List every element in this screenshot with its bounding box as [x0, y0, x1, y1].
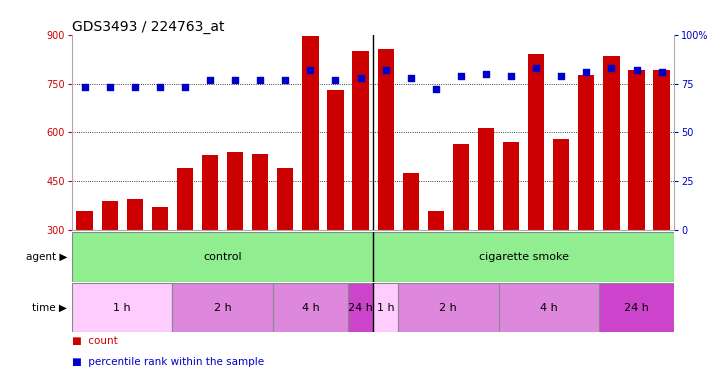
Bar	[629, 71, 645, 230]
Bar	[478, 127, 494, 230]
Bar	[353, 51, 368, 230]
Point	[255, 76, 266, 83]
Text: ■  percentile rank within the sample: ■ percentile rank within the sample	[72, 357, 264, 367]
Bar	[72, 283, 172, 332]
Point	[180, 84, 191, 91]
Point	[355, 74, 366, 81]
Text: 24 h: 24 h	[348, 303, 373, 313]
Bar	[273, 283, 348, 332]
Point	[79, 84, 90, 91]
Point	[229, 76, 241, 83]
Bar	[653, 71, 670, 230]
Bar	[498, 283, 599, 332]
Bar	[72, 232, 373, 282]
Point	[555, 73, 567, 79]
Bar	[373, 283, 398, 332]
Bar	[428, 211, 444, 230]
Text: 2 h: 2 h	[440, 303, 457, 313]
Bar	[373, 232, 674, 282]
Bar	[599, 283, 674, 332]
Bar	[398, 283, 498, 332]
Point	[531, 65, 542, 71]
Text: 4 h: 4 h	[540, 303, 557, 313]
Point	[656, 69, 668, 75]
Text: 24 h: 24 h	[624, 303, 649, 313]
Text: 1 h: 1 h	[377, 303, 394, 313]
Bar	[327, 90, 344, 230]
Bar	[553, 139, 570, 230]
Bar	[503, 142, 519, 230]
Bar	[102, 201, 118, 230]
Bar	[202, 156, 218, 230]
Text: control: control	[203, 252, 242, 262]
Text: ■  count: ■ count	[72, 336, 118, 346]
Text: 1 h: 1 h	[113, 303, 131, 313]
Bar	[528, 54, 544, 230]
Bar	[578, 75, 595, 230]
Bar	[172, 283, 273, 332]
Bar	[252, 154, 268, 230]
Text: GDS3493 / 224763_at: GDS3493 / 224763_at	[72, 20, 225, 33]
Bar	[151, 207, 168, 230]
Bar	[76, 211, 93, 230]
Bar	[127, 199, 143, 230]
Bar	[302, 36, 319, 230]
Point	[580, 69, 592, 75]
Bar	[348, 283, 373, 332]
Bar	[227, 152, 243, 230]
Bar	[603, 56, 619, 230]
Bar	[378, 49, 394, 230]
Bar	[277, 169, 293, 230]
Text: time ▶: time ▶	[32, 303, 67, 313]
Point	[480, 71, 492, 77]
Text: 2 h: 2 h	[213, 303, 231, 313]
Point	[505, 73, 517, 79]
Point	[606, 65, 617, 71]
Point	[380, 67, 392, 73]
Point	[430, 86, 441, 93]
Bar	[177, 169, 193, 230]
Point	[104, 84, 115, 91]
Bar	[453, 144, 469, 230]
Point	[631, 67, 642, 73]
Point	[455, 73, 466, 79]
Point	[329, 76, 341, 83]
Point	[280, 76, 291, 83]
Text: cigarette smoke: cigarette smoke	[479, 252, 569, 262]
Text: agent ▶: agent ▶	[26, 252, 67, 262]
Text: 4 h: 4 h	[301, 303, 319, 313]
Point	[204, 76, 216, 83]
Bar	[402, 173, 419, 230]
Point	[405, 74, 417, 81]
Point	[305, 67, 317, 73]
Point	[129, 84, 141, 91]
Point	[154, 84, 166, 91]
